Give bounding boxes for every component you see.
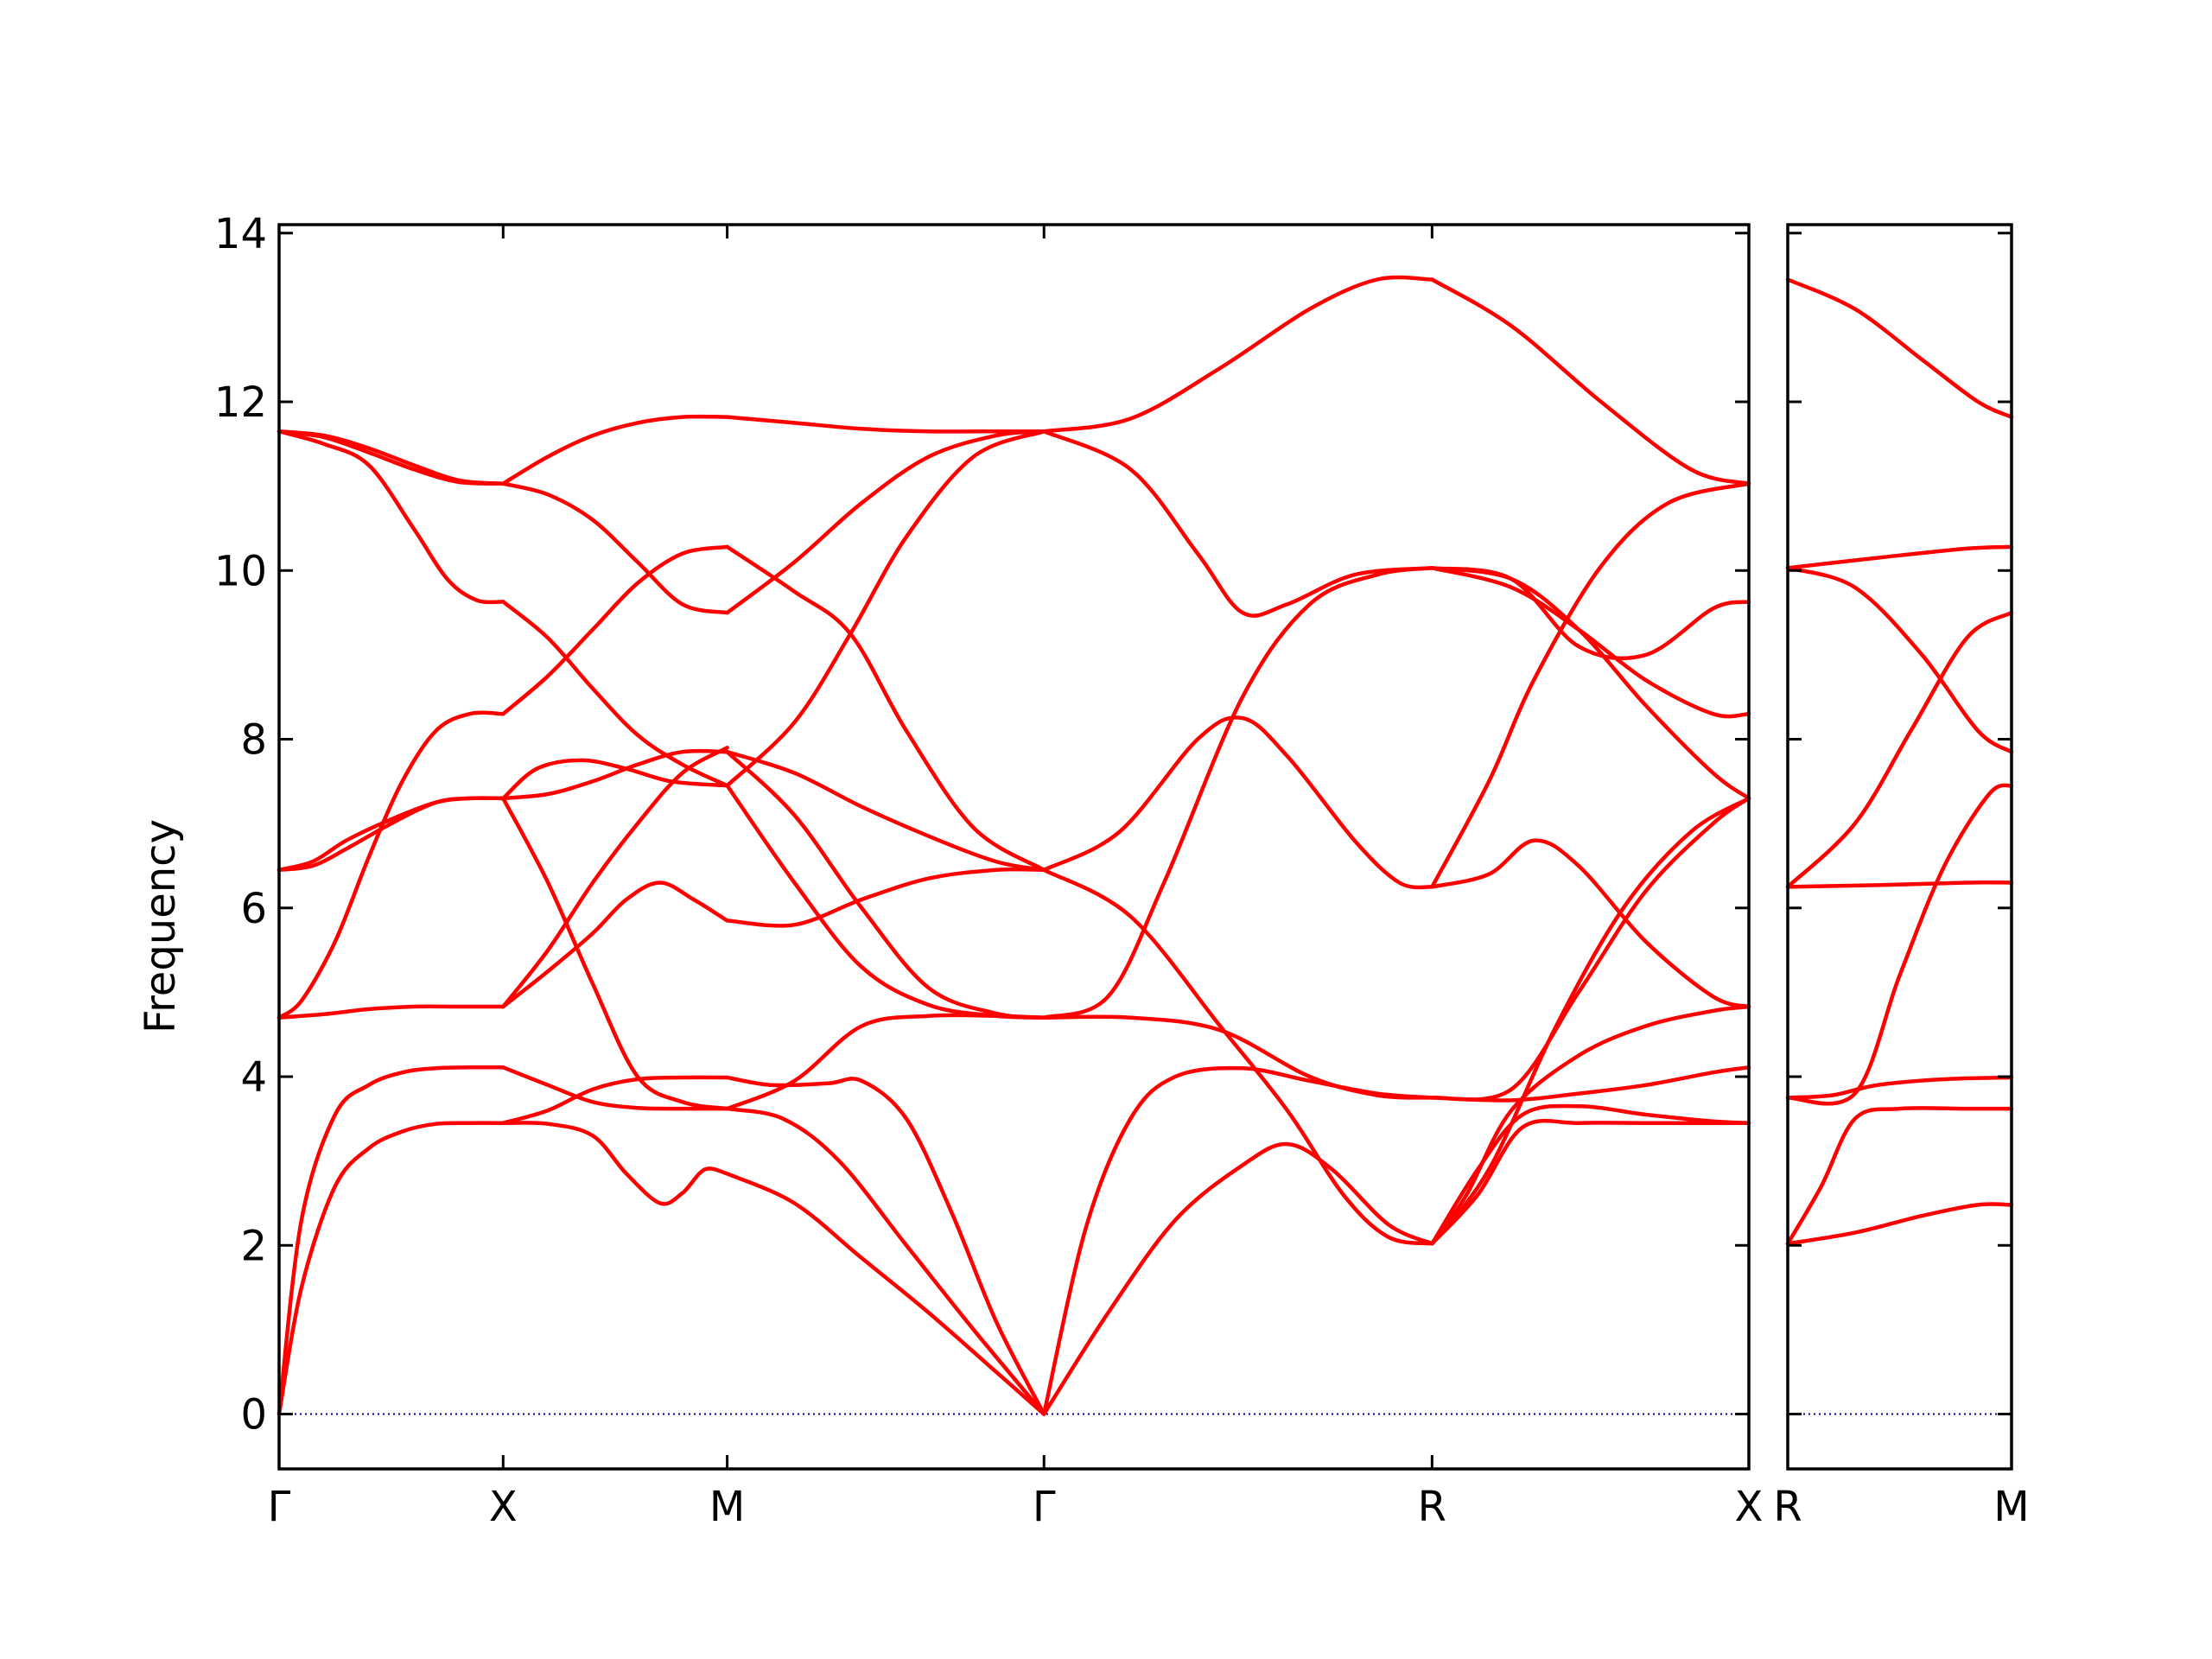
band-line-path-main-seg1-b6	[501, 758, 729, 801]
x-tick-label: Γ	[268, 1483, 291, 1531]
band-line-path-main-seg0-b8	[276, 429, 505, 486]
band-line-path-main-seg4-b6	[1430, 838, 1751, 1009]
band-line-path-main-seg3-b6	[1041, 429, 1434, 618]
band-line-path-main-seg3-b5	[1041, 715, 1434, 890]
band-line-path-main-seg3-b2	[1041, 1014, 1434, 1100]
band-line-path-main-seg4-b10	[1430, 566, 1751, 719]
axes-frame-path-secondary	[1786, 223, 2013, 1471]
band-line-path-main-seg4-b5	[1430, 796, 1751, 1246]
band-line-path-main-seg2-b9	[725, 544, 1046, 873]
band-line-path-secondary-seg0-b4	[1785, 880, 2014, 889]
band-line-path-main-seg1-b2	[501, 1065, 729, 1111]
x-tick-label: X	[1735, 1483, 1764, 1531]
band-line-path-main-seg0-b1	[276, 1065, 505, 1416]
band-line-path-main-seg4-b1	[1430, 1103, 1751, 1246]
band-line-path-main-seg2-b6	[725, 867, 1046, 928]
band-line-path-main-seg4-b4	[1430, 796, 1751, 1102]
band-line-path-secondary-seg0-b3	[1785, 783, 2014, 1106]
x-tick-label: Γ	[1033, 1483, 1056, 1531]
band-line-path-secondary-seg0-b7	[1785, 544, 2014, 570]
band-line-path-main-seg4-b8	[1430, 566, 1751, 801]
band-line-path-main-seg3-b3	[1041, 868, 1434, 1246]
band-line-path-main-seg4-b7	[1430, 481, 1751, 889]
band-line-path-secondary-seg0-b5	[1785, 610, 2014, 889]
band-line-path-main-seg1-b8	[501, 544, 729, 716]
band-line-path-main-seg4-b2	[1430, 1004, 1751, 1246]
band-line-path-main-seg2-b10	[725, 429, 1046, 615]
band-line-path-main-seg3-b4	[1041, 566, 1434, 1020]
x-tick-label: M	[1993, 1483, 2029, 1531]
band-line-path-secondary-seg0-b0	[1785, 1202, 2014, 1246]
band-line-path-main-seg4-b11	[1430, 277, 1751, 486]
band-line-path-main-seg1-b11	[501, 414, 729, 486]
band-line-path-main-seg2-b2	[725, 1075, 1046, 1416]
band-line-path-secondary-seg0-b2	[1785, 1075, 2014, 1100]
y-tick-label: 12	[214, 378, 267, 427]
y-tick-label: 14	[214, 210, 267, 258]
band-line-path-main-seg2-b0	[725, 1172, 1046, 1416]
band-line-path-main-seg2-b5	[725, 749, 1046, 1020]
band-line-path-main-seg2-b1	[725, 1106, 1046, 1416]
band-line-path-main-seg1-b5	[501, 796, 729, 1111]
band-line-path-main-seg1-b1	[501, 1075, 729, 1125]
y-tick-label: 0	[240, 1391, 267, 1440]
x-tick-label: R	[1773, 1483, 1802, 1531]
band-line-path-main-seg0-b6	[276, 429, 505, 605]
axes-frame-path-main	[277, 223, 1751, 1471]
x-tick-label: X	[489, 1483, 518, 1531]
band-line-path-main-seg3-b1	[1041, 1065, 1434, 1416]
band-line-path-secondary-seg0-b1	[1785, 1106, 2014, 1246]
band-line-path-main-seg1-b0	[501, 1121, 729, 1206]
band-line-path-main-seg3-b7	[1041, 275, 1434, 434]
band-line-path-main-seg4-b9	[1430, 566, 1751, 661]
band-line-path-main-seg1-b4	[501, 746, 729, 1009]
y-tick-label: 6	[240, 885, 267, 933]
x-tick-label: R	[1418, 1483, 1446, 1531]
y-axis-label: Frequency	[137, 819, 185, 1033]
band-line-path-main-seg1-b3	[501, 880, 729, 1009]
band-line-path-main-seg0-b2	[276, 1004, 505, 1020]
main-band-panel: 0 2 4 6 8 10 12 14 Γ X M Γ R X	[214, 210, 1764, 1531]
y-tick-label: 8	[240, 716, 267, 765]
band-line-path-main-seg1-b10	[501, 481, 729, 615]
band-line-path-main-seg2-b8	[725, 429, 1046, 788]
y-tick-label: 10	[214, 547, 267, 595]
y-tick-label: 4	[240, 1053, 267, 1102]
band-line-path-main-seg1-b7	[501, 748, 729, 801]
y-tick-label: 2	[240, 1222, 267, 1270]
band-line-path-main-seg0-b0	[276, 1121, 505, 1416]
band-line-path-main-seg3-b0	[1041, 1141, 1434, 1416]
band-line-path-secondary-seg0-b6	[1785, 566, 2014, 754]
band-line-path-main-seg1-b9	[501, 600, 729, 788]
band-line-path-main-seg2-b7	[725, 749, 1046, 873]
band-line-path-main-seg2-b11	[725, 415, 1046, 434]
x-tick-label: M	[709, 1483, 745, 1531]
band-line-path-main-seg2-b4	[725, 783, 1046, 1020]
band-line-path-secondary-seg0-b8	[1785, 277, 2014, 419]
band-line-path-main-seg4-b3	[1430, 1065, 1751, 1103]
band-line-path-main-seg0-b5	[276, 796, 505, 873]
